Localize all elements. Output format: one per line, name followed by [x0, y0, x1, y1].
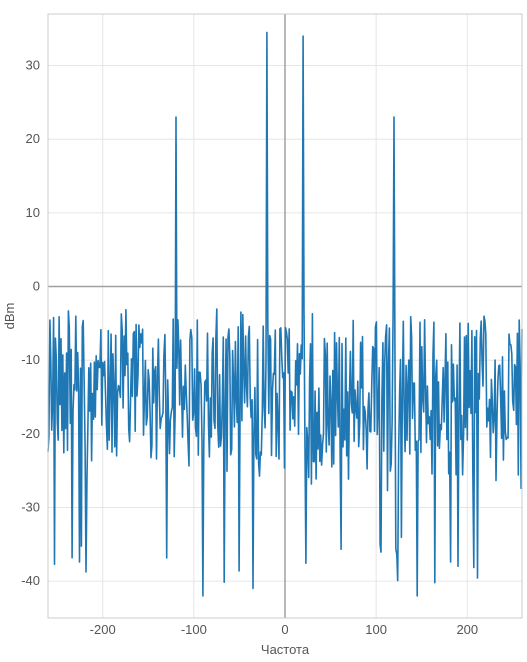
x-tick-label: 200 [456, 622, 478, 637]
x-tick-label: -100 [181, 622, 207, 637]
y-axis-label: dBm [2, 303, 17, 330]
y-tick-label: -20 [21, 426, 40, 441]
y-tick-label: -40 [21, 573, 40, 588]
y-tick-label: 0 [33, 279, 40, 294]
x-tick-label: -200 [90, 622, 116, 637]
chart-svg: -200-1000100200-40-30-20-100102030Частот… [0, 0, 527, 662]
y-tick-label: 30 [26, 58, 40, 73]
y-tick-label: 10 [26, 205, 40, 220]
y-tick-label: 20 [26, 131, 40, 146]
x-tick-label: 0 [281, 622, 288, 637]
y-tick-label: -30 [21, 500, 40, 515]
y-tick-label: -10 [21, 352, 40, 367]
x-axis-label: Частота [261, 642, 310, 657]
x-tick-label: 100 [365, 622, 387, 637]
spectrum-chart: -200-1000100200-40-30-20-100102030Частот… [0, 0, 527, 662]
